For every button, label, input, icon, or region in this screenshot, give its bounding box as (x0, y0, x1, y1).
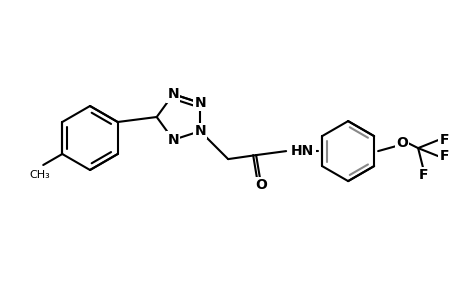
Text: N: N (194, 124, 206, 138)
Text: F: F (438, 149, 448, 163)
Text: O: O (395, 136, 407, 150)
Text: O: O (255, 178, 267, 192)
Text: N: N (194, 96, 206, 110)
Text: N: N (167, 133, 179, 147)
Text: CH₃: CH₃ (30, 170, 50, 180)
Text: F: F (418, 168, 427, 182)
Text: HN: HN (291, 144, 313, 158)
Text: N: N (167, 87, 179, 101)
Text: F: F (438, 133, 448, 147)
